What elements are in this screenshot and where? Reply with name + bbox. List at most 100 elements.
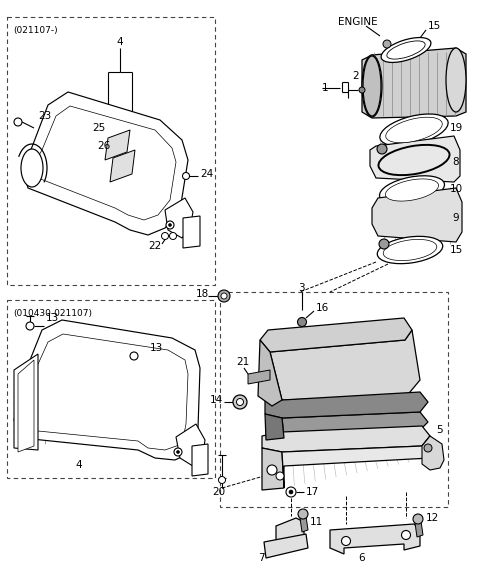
Text: 26: 26 xyxy=(97,141,110,151)
Ellipse shape xyxy=(386,117,442,143)
Polygon shape xyxy=(264,534,308,558)
Polygon shape xyxy=(262,448,284,490)
Text: 12: 12 xyxy=(426,513,439,523)
Ellipse shape xyxy=(377,236,443,263)
Text: 16: 16 xyxy=(316,303,329,313)
Text: 14: 14 xyxy=(210,395,223,405)
Circle shape xyxy=(424,444,432,452)
Ellipse shape xyxy=(385,179,439,201)
Circle shape xyxy=(289,490,293,494)
Circle shape xyxy=(218,290,230,302)
Text: 13: 13 xyxy=(46,313,59,323)
Text: 10: 10 xyxy=(450,184,463,194)
Polygon shape xyxy=(14,320,200,460)
Text: 2: 2 xyxy=(352,71,359,81)
Polygon shape xyxy=(14,354,38,450)
Polygon shape xyxy=(260,318,412,352)
Circle shape xyxy=(177,450,180,453)
Ellipse shape xyxy=(380,114,448,146)
Polygon shape xyxy=(18,360,34,452)
Polygon shape xyxy=(248,370,270,384)
Circle shape xyxy=(383,40,391,48)
Circle shape xyxy=(298,509,308,519)
Text: 23: 23 xyxy=(38,111,51,121)
Text: (010430-021107): (010430-021107) xyxy=(13,309,92,318)
Circle shape xyxy=(413,514,423,524)
Polygon shape xyxy=(330,524,420,554)
Polygon shape xyxy=(22,334,188,450)
Polygon shape xyxy=(270,330,420,400)
Polygon shape xyxy=(35,106,176,220)
Polygon shape xyxy=(262,426,430,452)
Polygon shape xyxy=(176,424,205,468)
Circle shape xyxy=(26,322,34,330)
Ellipse shape xyxy=(380,176,444,204)
Circle shape xyxy=(341,536,350,546)
Polygon shape xyxy=(192,444,208,476)
Text: 4: 4 xyxy=(117,37,123,47)
Polygon shape xyxy=(258,340,282,406)
Polygon shape xyxy=(265,392,428,418)
Text: 4: 4 xyxy=(75,460,82,470)
Text: 19: 19 xyxy=(450,123,463,133)
Polygon shape xyxy=(415,521,423,537)
Circle shape xyxy=(233,395,247,409)
Polygon shape xyxy=(300,516,308,532)
Circle shape xyxy=(267,465,277,475)
Text: 13: 13 xyxy=(150,343,163,353)
Circle shape xyxy=(379,239,389,249)
Ellipse shape xyxy=(362,55,382,117)
Polygon shape xyxy=(370,136,460,182)
Polygon shape xyxy=(276,518,304,546)
Polygon shape xyxy=(372,188,462,242)
Ellipse shape xyxy=(363,56,381,116)
Text: 22: 22 xyxy=(148,241,161,251)
Circle shape xyxy=(168,223,171,226)
Polygon shape xyxy=(422,436,444,470)
Circle shape xyxy=(377,144,387,154)
Polygon shape xyxy=(265,414,284,440)
Circle shape xyxy=(237,399,243,406)
Circle shape xyxy=(401,530,410,540)
Circle shape xyxy=(218,476,226,483)
Text: 21: 21 xyxy=(236,357,249,367)
Polygon shape xyxy=(22,92,188,235)
Text: 11: 11 xyxy=(310,517,323,527)
Circle shape xyxy=(166,221,174,229)
Text: 18: 18 xyxy=(196,289,209,299)
Polygon shape xyxy=(282,412,428,438)
Text: 5: 5 xyxy=(436,425,443,435)
Circle shape xyxy=(174,448,182,456)
Text: 20: 20 xyxy=(212,487,225,497)
Text: 6: 6 xyxy=(358,553,365,563)
Polygon shape xyxy=(110,150,135,182)
Circle shape xyxy=(286,487,296,497)
Polygon shape xyxy=(183,216,200,248)
Polygon shape xyxy=(165,198,193,238)
Text: 8: 8 xyxy=(452,157,458,167)
Text: 25: 25 xyxy=(92,123,105,133)
Circle shape xyxy=(221,293,227,299)
Polygon shape xyxy=(282,436,436,488)
Polygon shape xyxy=(105,130,130,160)
Ellipse shape xyxy=(383,239,437,260)
Ellipse shape xyxy=(446,48,466,112)
Circle shape xyxy=(182,172,190,179)
Ellipse shape xyxy=(381,38,431,62)
Polygon shape xyxy=(362,48,466,118)
Circle shape xyxy=(359,87,365,93)
Text: 9: 9 xyxy=(452,213,458,223)
Ellipse shape xyxy=(387,41,425,59)
Circle shape xyxy=(161,232,168,239)
Circle shape xyxy=(169,232,177,239)
Circle shape xyxy=(14,118,22,126)
Text: 15: 15 xyxy=(450,245,463,255)
Text: ENGINE: ENGINE xyxy=(338,17,378,27)
Circle shape xyxy=(276,472,284,480)
Text: 1: 1 xyxy=(322,83,329,93)
Ellipse shape xyxy=(21,149,43,187)
Text: 15: 15 xyxy=(428,21,441,31)
Text: 24: 24 xyxy=(200,169,213,179)
Text: 3: 3 xyxy=(298,283,305,293)
Circle shape xyxy=(298,318,307,326)
